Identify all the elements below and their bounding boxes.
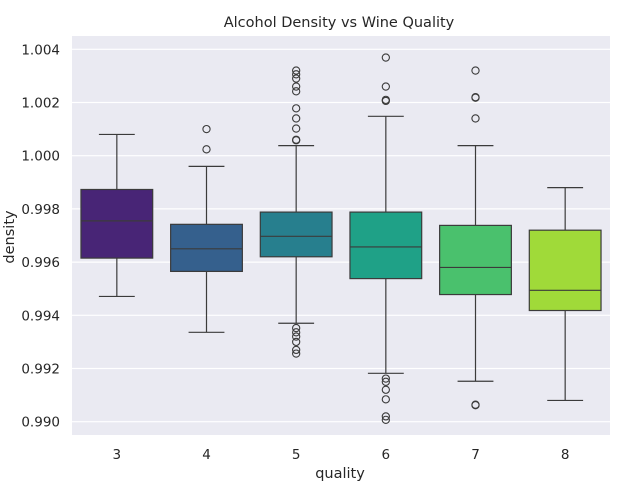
- x-tick-label: 4: [202, 447, 211, 463]
- outlier-point: [381, 96, 390, 106]
- outlier-point: [471, 401, 480, 410]
- grid-lines: [72, 48, 610, 423]
- y-tick-label: 0.998: [21, 202, 60, 218]
- y-tick-label: 1.004: [21, 42, 60, 58]
- y-tick-label: 1.002: [21, 96, 60, 112]
- box-series: [80, 53, 602, 424]
- box-iqr: [80, 188, 154, 259]
- outlier-point: [381, 395, 390, 404]
- outlier-point: [381, 412, 390, 421]
- box-group-quality-7: [439, 66, 512, 410]
- x-tick-label: 7: [471, 447, 480, 463]
- x-axis-title: quality: [315, 466, 365, 482]
- y-axis-title: density: [2, 210, 18, 264]
- outlier-point: [381, 53, 390, 62]
- outlier-point: [202, 124, 211, 134]
- outlier-point: [202, 145, 211, 154]
- outlier-point: [381, 82, 390, 91]
- x-axis-ticks: 3 4 5 6 7 8: [113, 447, 570, 463]
- outlier-point: [292, 337, 301, 347]
- x-tick-label: 5: [292, 447, 301, 463]
- outlier-point: [292, 104, 301, 113]
- y-tick-label: 1.000: [21, 149, 60, 165]
- x-tick-label: 8: [561, 447, 570, 463]
- y-tick-label: 0.992: [21, 362, 60, 378]
- outlier-point: [471, 66, 480, 75]
- outlier-point: [381, 415, 390, 424]
- box-group-quality-8: [528, 187, 602, 402]
- box-group-quality-5: [259, 66, 333, 358]
- box-iqr: [170, 223, 243, 273]
- chart-title: Alcohol Density vs Wine Quality: [224, 15, 455, 31]
- y-tick-label: 0.996: [21, 255, 60, 271]
- outlier-point: [292, 345, 301, 355]
- outlier-point: [292, 70, 301, 79]
- outlier-point: [292, 74, 301, 83]
- y-axis-ticks: 0.990 0.992 0.994 0.996 0.998 1.000 1.002 1.004: [21, 42, 60, 430]
- y-tick-label: 0.994: [21, 308, 60, 324]
- outlier-point: [292, 87, 301, 96]
- x-tick-label: 6: [382, 447, 391, 463]
- box-iqr: [439, 224, 512, 296]
- outlier-point: [292, 114, 301, 123]
- outlier-point: [292, 82, 301, 91]
- outlier-point: [292, 124, 301, 133]
- outlier-point: [292, 323, 301, 333]
- box-iqr: [349, 211, 423, 280]
- outlier-point: [381, 374, 390, 383]
- outlier-point: [381, 377, 390, 386]
- box-group-quality-3: [80, 133, 154, 298]
- outlier-point: [292, 66, 301, 75]
- outlier-point: [292, 136, 301, 145]
- outlier-point: [381, 385, 390, 394]
- outlier-point: [292, 328, 301, 337]
- outlier-point: [471, 93, 480, 102]
- outlier-point: [292, 332, 301, 341]
- y-tick-label: 0.990: [21, 415, 60, 431]
- box-iqr: [259, 211, 333, 258]
- box-group-quality-4: [170, 124, 243, 333]
- outlier-point: [292, 349, 301, 358]
- box-group-quality-6: [349, 53, 423, 424]
- x-tick-label: 3: [113, 447, 122, 463]
- outlier-point: [471, 114, 480, 123]
- box-iqr: [528, 229, 602, 312]
